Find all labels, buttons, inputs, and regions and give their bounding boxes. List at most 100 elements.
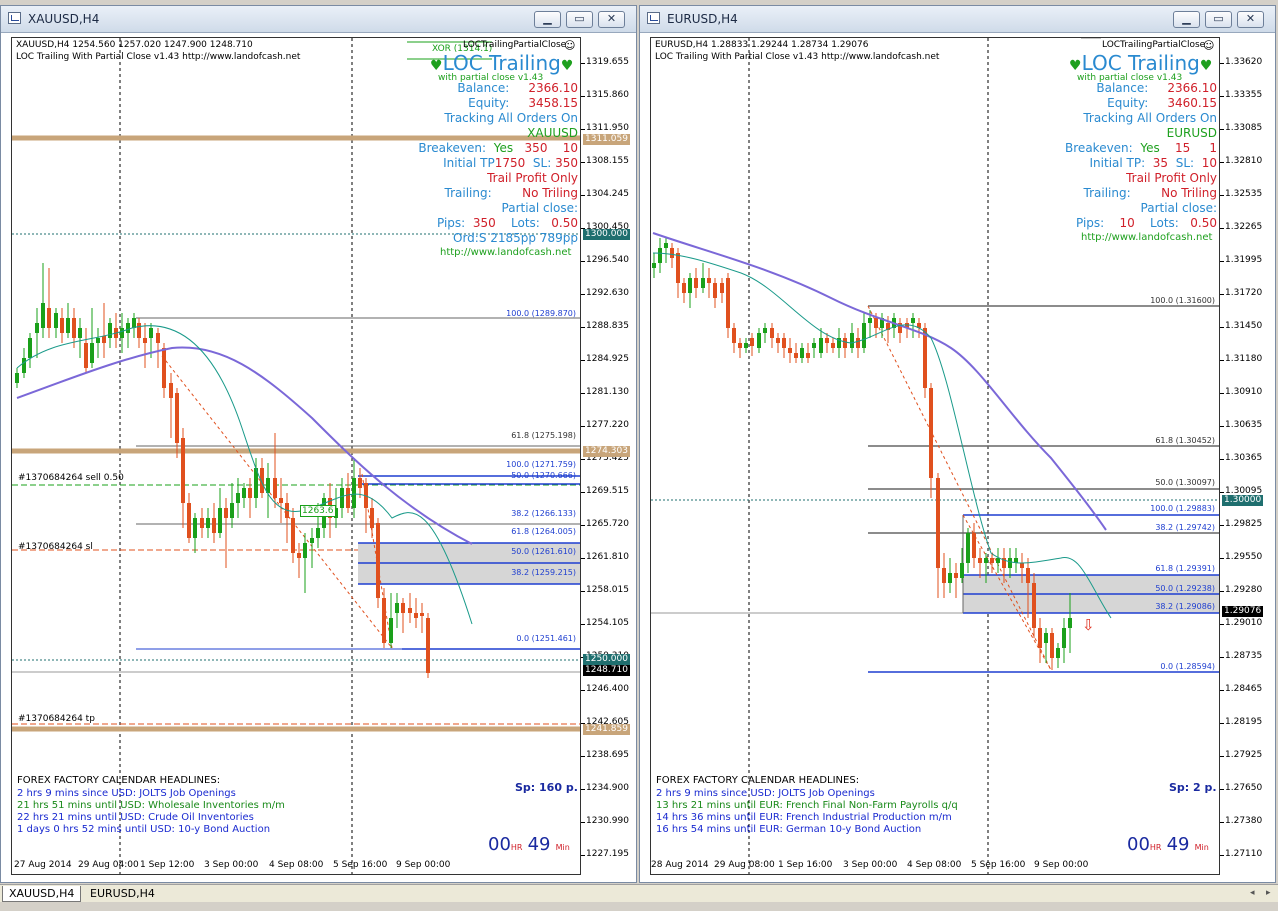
chart-window-xauusd[interactable]: XAUUSD,H4 ▁ ▭ ✕ XAUUSD,H4 1254.560 1257.… xyxy=(0,5,637,883)
candle-body xyxy=(149,328,153,338)
chart-window-icon xyxy=(8,12,21,24)
tab-xauusd[interactable]: XAUUSD,H4 xyxy=(2,886,82,902)
candle-body xyxy=(420,613,424,616)
candle-body xyxy=(652,263,656,268)
candle-body xyxy=(132,318,136,328)
candle-body xyxy=(28,338,32,358)
price-label: 1273.425 xyxy=(586,453,629,463)
time-label: 4 Sep 08:00 xyxy=(269,860,324,870)
heart-icon: ♥ xyxy=(1069,58,1082,74)
price-tick xyxy=(1220,360,1224,361)
title-bar[interactable]: EURUSD,H4 ▁ ▭ ✕ xyxy=(640,6,1275,33)
price-label: 1254.105 xyxy=(586,618,629,628)
scroll-left-icon[interactable]: ◂ xyxy=(1250,888,1255,898)
candle-body xyxy=(401,603,405,613)
candle-body xyxy=(966,533,970,563)
price-tick xyxy=(581,393,585,394)
price-label: 1.30635 xyxy=(1225,420,1263,430)
close-button[interactable]: ✕ xyxy=(1237,11,1264,28)
price-tick xyxy=(1220,426,1224,427)
fib-level-label: 38.2 (1.29742) xyxy=(1155,523,1215,532)
time-label: 9 Sep 00:00 xyxy=(1034,860,1089,870)
candle-body xyxy=(670,248,674,258)
chart-window-eurusd[interactable]: EURUSD,H4 ▁ ▭ ✕ EURUSD,H4 1.28833 1.2924… xyxy=(639,5,1276,883)
title-bar[interactable]: XAUUSD,H4 ▁ ▭ ✕ xyxy=(1,6,636,33)
price-tick xyxy=(1220,591,1224,592)
candle-body xyxy=(825,338,829,343)
minimize-button[interactable]: ▁ xyxy=(1173,11,1200,28)
fib-level-label: 100.0 (1289.870) xyxy=(506,309,576,318)
price-axis[interactable]: 1319.655 1315.860 1311.950 1308.155 1304.245… xyxy=(581,37,636,875)
candle-body xyxy=(726,278,730,328)
price-label: 1.30910 xyxy=(1225,387,1263,397)
panel-url: http://www.landofcash.net xyxy=(1081,232,1213,243)
candle-body xyxy=(898,323,902,333)
candle-body xyxy=(929,388,933,478)
price-tag: 1.29076 xyxy=(1222,606,1264,617)
candle-body xyxy=(806,353,810,358)
price-axis[interactable]: 1.33620 1.33355 1.33085 1.32810 1.32535 1.322… xyxy=(1220,37,1275,875)
partial-row: Partial close: xyxy=(1140,201,1217,215)
candle-body xyxy=(266,478,270,493)
candle-body xyxy=(1002,558,1006,568)
candle-body xyxy=(750,338,754,346)
price-label: 1315.860 xyxy=(586,90,629,100)
fib-level-label: 61.8 (1275.198) xyxy=(511,431,576,440)
order-label-sell: #1370684264 sell 0.50 xyxy=(18,473,124,483)
close-button[interactable]: ✕ xyxy=(598,11,625,28)
panel-url: http://www.landofcash.net xyxy=(440,247,572,258)
price-label: 1.33355 xyxy=(1225,90,1263,100)
calendar-item: 2 hrs 9 mins since USD: JOLTS Job Openin… xyxy=(656,788,875,799)
candle-body xyxy=(260,468,264,493)
price-label: 1308.155 xyxy=(586,156,629,166)
price-chart[interactable]: EURUSD,H4 1.28833 1.29244 1.28734 1.2907… xyxy=(650,37,1220,875)
time-label: 28 Aug 2014 xyxy=(651,860,709,870)
minimize-button[interactable]: ▁ xyxy=(534,11,561,28)
price-tick xyxy=(581,426,585,427)
calendar-item: 14 hrs 36 mins until EUR: French Industr… xyxy=(656,812,952,823)
candle-body xyxy=(1032,583,1036,628)
price-label: 1.29280 xyxy=(1225,585,1263,595)
candle-body xyxy=(254,468,258,498)
tab-eurusd[interactable]: EURUSD,H4 xyxy=(90,887,155,900)
candle-body xyxy=(812,343,816,348)
price-tag: 1274.303 xyxy=(583,446,630,457)
scroll-right-icon[interactable]: ▸ xyxy=(1266,888,1271,898)
heart-icon: ♥ xyxy=(560,58,574,74)
heart-icon: ♥ xyxy=(430,58,443,74)
maximize-button[interactable]: ▭ xyxy=(1205,11,1232,28)
candle-body xyxy=(874,318,878,328)
candle-body xyxy=(990,558,994,563)
price-label: 1.31450 xyxy=(1225,321,1263,331)
candle-body xyxy=(169,383,173,398)
ma-fast-line xyxy=(652,252,1112,619)
balance-row: Balance: 2366.10 xyxy=(457,81,578,95)
spread-label: Sp: 160 p. xyxy=(515,781,578,794)
time-label: 5 Sep 16:00 xyxy=(333,860,388,870)
fib-level-label: 38.2 (1.29086) xyxy=(1155,602,1215,611)
candle-body xyxy=(395,603,399,613)
candle-body xyxy=(370,508,374,528)
price-label: 1269.515 xyxy=(586,486,629,496)
price-label: 1.29010 xyxy=(1225,618,1263,628)
candle-body xyxy=(230,503,234,518)
price-tag: 1300.000 xyxy=(583,229,630,240)
equity-row: Equity: 3458.15 xyxy=(468,96,578,110)
candle-body xyxy=(72,318,76,338)
candle-body xyxy=(47,308,51,328)
candle-body xyxy=(206,518,210,528)
candle-body xyxy=(757,333,761,348)
price-tick xyxy=(581,195,585,196)
symbol-row: XAUUSD xyxy=(527,126,578,140)
price-tick xyxy=(581,624,585,625)
price-tick xyxy=(1220,723,1224,724)
fib-level-label: 100.0 (1.31600) xyxy=(1150,296,1215,305)
price-label: 1.28195 xyxy=(1225,717,1263,727)
candle-body xyxy=(843,338,847,348)
candle-body xyxy=(776,338,780,343)
price-chart[interactable]: XAUUSD,H4 1254.560 1257.020 1247.900 124… xyxy=(11,37,581,875)
spread-label: Sp: 2 p. xyxy=(1169,781,1217,794)
panel-subtitle: with partial close v1.43 xyxy=(438,73,544,83)
maximize-button[interactable]: ▭ xyxy=(566,11,593,28)
time-label: 3 Sep 00:00 xyxy=(843,860,898,870)
